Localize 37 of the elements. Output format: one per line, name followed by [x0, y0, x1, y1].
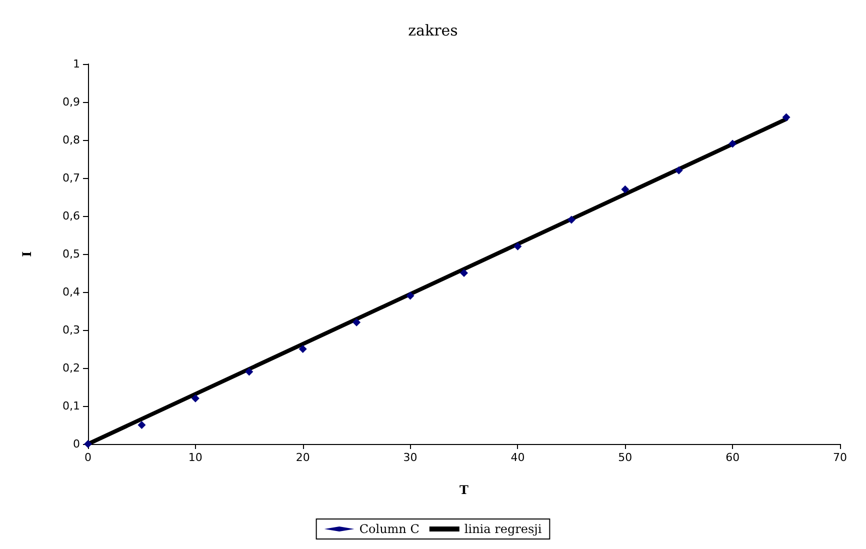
y-tick-label: 0,4 — [62, 286, 80, 298]
y-tick-label: 0,2 — [62, 362, 80, 374]
y-tick-label: 1 — [73, 58, 80, 70]
point — [514, 242, 522, 250]
y-tick-label: 0,3 — [62, 324, 80, 336]
x-tick-label: 20 — [296, 451, 310, 464]
y-tick-label: 0,5 — [62, 248, 80, 260]
point — [674, 166, 683, 174]
x-tick-label: 50 — [618, 451, 632, 464]
y-tick-label: 0 — [73, 438, 80, 450]
point — [191, 394, 200, 402]
point — [406, 292, 414, 300]
legend-label: Column C — [359, 522, 420, 536]
x-tick-label: 10 — [188, 451, 202, 464]
point — [138, 421, 146, 429]
x-tick-label: 40 — [510, 451, 525, 464]
point — [567, 216, 576, 224]
y-tick-label: 0,8 — [62, 134, 80, 146]
x-tick-label: 70 — [833, 451, 847, 464]
x-tick-label: 60 — [726, 451, 740, 464]
chart-title: zakres — [408, 22, 458, 40]
point — [621, 185, 630, 194]
legend-label: linia regresji — [464, 522, 542, 536]
y-tick-label: 0,9 — [62, 96, 80, 108]
x-tick-label: 30 — [403, 451, 418, 464]
point — [245, 368, 254, 376]
y-axis-title: I — [20, 250, 34, 257]
x-tick-label: 0 — [84, 451, 92, 464]
x-axis-title: T — [460, 483, 469, 497]
point — [352, 318, 361, 326]
y-tick-label: 0,1 — [62, 400, 80, 412]
y-tick-label: 0,6 — [62, 210, 80, 222]
point — [782, 113, 790, 122]
point — [460, 269, 468, 277]
point — [728, 140, 737, 148]
y-tick-label: 0,7 — [62, 172, 80, 184]
point — [298, 345, 307, 353]
